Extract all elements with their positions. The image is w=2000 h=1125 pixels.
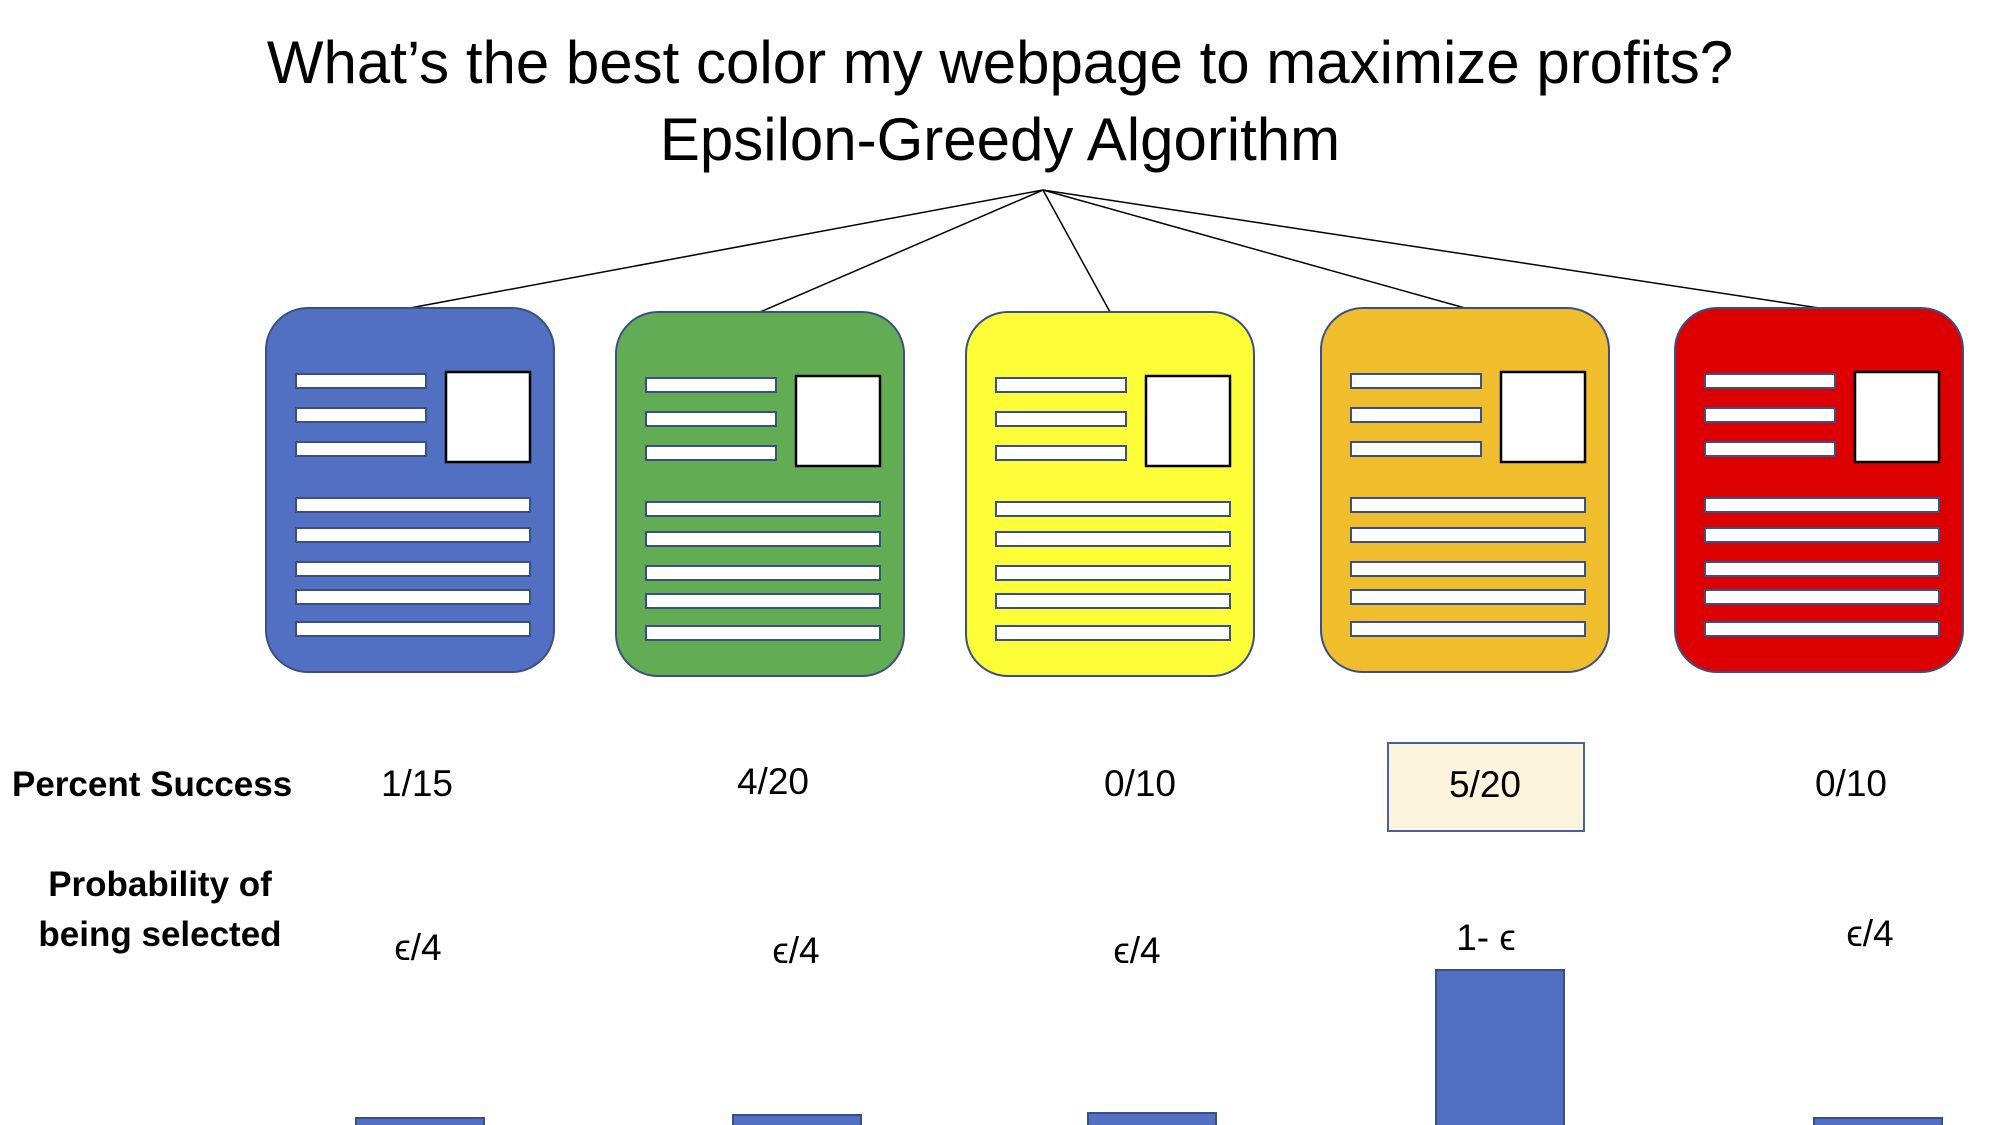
probability-value-green: ϵ/4 [772,930,820,971]
image-placeholder-icon [444,370,532,464]
probability-value-orange: 1- ϵ [1456,917,1516,958]
probability-bar-blue [355,1117,485,1125]
short-text-line [1704,441,1836,457]
long-text-line [995,531,1231,547]
long-text-line [645,531,881,547]
long-text-line [1350,561,1586,577]
short-text-line [645,411,777,427]
long-text-line [295,589,531,605]
probability-bar-yellow [1087,1112,1217,1125]
success-value-green: 4/20 [736,761,809,802]
probability-bar-red [1813,1117,1943,1125]
short-text-line [1704,373,1836,389]
short-text-line [995,411,1127,427]
long-text-line [1350,497,1586,513]
webpage-card-background [1320,307,1610,673]
webpage-card-orange [1320,307,1610,673]
connector-line-red [1042,189,1820,309]
long-text-line [995,625,1231,641]
short-text-line [1350,441,1482,457]
long-text-line [1704,561,1940,577]
long-text-line [1704,497,1940,513]
probability-value-blue: ϵ/4 [394,927,442,968]
webpage-card-blue [265,307,555,673]
webpage-card-yellow [965,311,1255,677]
long-text-line [295,497,531,513]
short-text-line [295,441,427,457]
long-text-line [1704,527,1940,543]
connector-line-green [759,189,1044,313]
probability-value-red: ϵ/4 [1846,913,1894,954]
long-text-line [995,501,1231,517]
webpage-card-background [615,311,905,677]
long-text-line [645,501,881,517]
short-text-line [295,407,427,423]
webpage-card-green [615,311,905,677]
percent-success-label: Percent Success [12,765,293,804]
connector-lines [409,189,1820,313]
success-value-orange: 5/20 [1448,764,1521,805]
title-line-2: Epsilon-Greedy Algorithm [659,106,1341,173]
probability-bar-green [732,1114,862,1125]
success-value-yellow: 0/10 [1103,763,1176,804]
short-text-line [995,445,1127,461]
webpage-card-background [965,311,1255,677]
short-text-line [1350,407,1482,423]
image-placeholder-icon [794,374,882,468]
long-text-line [645,593,881,609]
success-value-blue: 1/15 [380,763,453,804]
image-placeholder-icon [1144,374,1232,468]
long-text-line [295,561,531,577]
short-text-line [1704,407,1836,423]
connector-line-blue [409,189,1044,309]
long-text-line [645,565,881,581]
long-text-line [995,593,1231,609]
long-text-line [1704,589,1940,605]
long-text-line [1350,527,1586,543]
short-text-line [1350,373,1482,389]
short-text-line [995,377,1127,393]
webpage-card-background [265,307,555,673]
long-text-line [1350,589,1586,605]
connector-line-yellow [1042,189,1111,313]
short-text-line [295,373,427,389]
long-text-line [645,625,881,641]
probability-bar-orange [1435,969,1565,1125]
best-option-highlight [1387,742,1585,832]
image-placeholder-icon [1499,370,1587,464]
short-text-line [645,445,777,461]
success-value-red: 0/10 [1814,763,1887,804]
long-text-line [295,527,531,543]
long-text-line [1704,621,1940,637]
image-placeholder-icon [1853,370,1941,464]
title-line-1: What’s the best color my webpage to maxi… [266,29,1734,96]
long-text-line [295,621,531,637]
webpage-card-background [1674,307,1964,673]
long-text-line [995,565,1231,581]
webpage-card-red [1674,307,1964,673]
short-text-line [645,377,777,393]
connector-line-orange [1042,189,1466,309]
long-text-line [1350,621,1586,637]
probability-bars [355,969,1943,1125]
probability-label: Probability of being selected [38,865,282,954]
probability-value-yellow: ϵ/4 [1113,930,1161,971]
webpage-icons [265,307,1964,677]
